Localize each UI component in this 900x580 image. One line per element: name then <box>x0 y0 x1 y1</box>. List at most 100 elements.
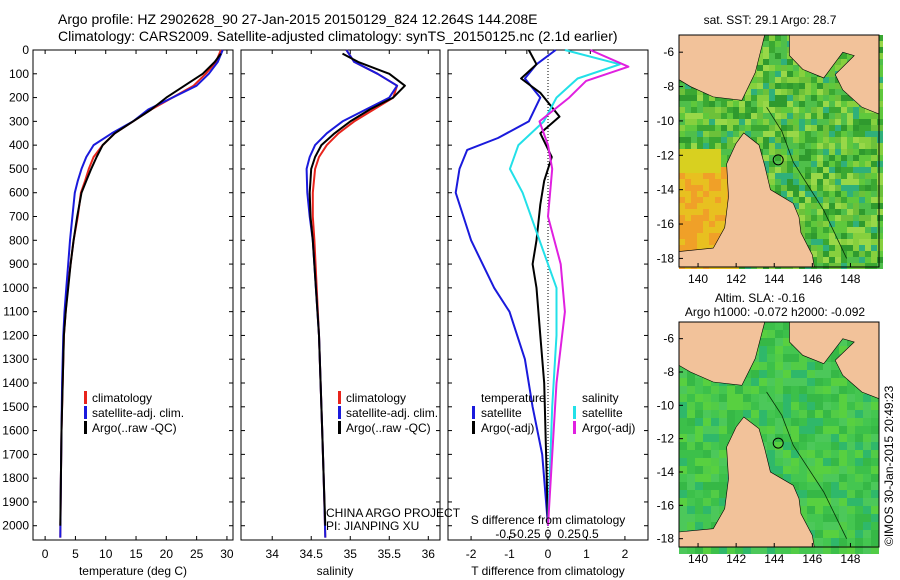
sea-cell <box>703 482 711 490</box>
sea-cell <box>781 35 787 41</box>
sea-cell <box>769 89 775 95</box>
sea-cell <box>775 386 783 394</box>
sea-cell <box>679 498 687 506</box>
sea-cell <box>877 203 883 209</box>
sea-cell <box>751 101 757 107</box>
sea-cell <box>715 167 721 173</box>
sea-cell <box>697 197 703 203</box>
sea-cell <box>769 53 775 59</box>
sea-cell <box>871 149 877 155</box>
sla-map-title-2: Argo h1000: -0.072 h2000: -0.092 <box>685 305 865 319</box>
sea-cell <box>709 167 715 173</box>
sea-cell <box>847 137 853 143</box>
sea-cell <box>807 498 815 506</box>
sea-cell <box>687 458 695 466</box>
sea-cell <box>847 410 855 418</box>
sea-cell <box>865 257 871 263</box>
sea-cell <box>811 125 817 131</box>
sea-cell <box>703 125 709 131</box>
sea-cell <box>815 506 823 514</box>
sea-cell <box>841 215 847 221</box>
y-tick-label: 200 <box>9 91 29 105</box>
sea-cell <box>847 426 855 434</box>
sea-cell <box>835 89 841 95</box>
x-tick-label-s: -0.25 <box>513 527 541 541</box>
sea-cell <box>769 149 775 155</box>
sea-cell <box>697 185 703 191</box>
sea-cell <box>865 197 871 203</box>
sea-cell <box>759 346 767 354</box>
sea-cell <box>847 233 853 239</box>
sea-cell <box>751 418 759 426</box>
sea-cell <box>679 89 685 95</box>
sea-cell <box>775 346 783 354</box>
sea-cell <box>679 482 687 490</box>
sea-cell <box>815 538 823 546</box>
sea-cell <box>847 245 853 251</box>
sea-cell <box>799 137 805 143</box>
sea-cell <box>775 155 781 161</box>
x-tick-label-t: 0 <box>545 547 552 561</box>
sea-cell <box>841 95 847 101</box>
sea-cell <box>709 113 715 119</box>
sea-cell <box>839 394 847 402</box>
sea-cell <box>863 506 871 514</box>
sea-cell <box>839 506 847 514</box>
sea-cell <box>691 167 697 173</box>
sea-cell <box>863 546 871 554</box>
sea-cell <box>841 203 847 209</box>
map-y-tick-label: -16 <box>657 498 675 512</box>
sea-cell <box>791 426 799 434</box>
sea-cell <box>703 179 709 185</box>
sea-cell <box>835 149 841 155</box>
sea-cell <box>847 514 855 522</box>
sea-cell <box>769 155 775 161</box>
sea-cell <box>781 65 787 71</box>
sea-cell <box>841 197 847 203</box>
sea-cell <box>847 155 853 161</box>
sea-cell <box>835 215 841 221</box>
sea-cell <box>687 410 695 418</box>
sea-cell <box>769 119 775 125</box>
sea-cell <box>685 179 691 185</box>
sea-cell <box>835 59 841 65</box>
sea-cell <box>767 418 775 426</box>
sea-cell <box>877 95 883 101</box>
sea-cell <box>805 185 811 191</box>
sea-cell <box>719 402 727 410</box>
sea-cell <box>727 137 733 143</box>
sea-cell <box>859 155 865 161</box>
sea-cell <box>871 394 879 402</box>
sea-cell <box>863 498 871 506</box>
difference-top-label: S difference from climatology <box>471 513 626 527</box>
sea-cell <box>751 113 757 119</box>
sea-cell <box>853 191 859 197</box>
sea-cell <box>687 434 695 442</box>
sea-cell <box>835 131 841 137</box>
sea-cell <box>847 161 853 167</box>
sea-cell <box>855 482 863 490</box>
sea-cell <box>811 167 817 173</box>
sea-cell <box>703 221 709 227</box>
sea-cell <box>695 402 703 410</box>
sea-cell <box>769 179 775 185</box>
sea-cell <box>751 95 757 101</box>
sea-cell <box>799 95 805 101</box>
sea-cell <box>759 370 767 378</box>
sea-cell <box>791 402 799 410</box>
x-tick-label: 36 <box>422 547 436 561</box>
sea-cell <box>783 466 791 474</box>
sea-cell <box>877 125 883 131</box>
sea-cell <box>815 394 823 402</box>
sea-cell <box>871 474 879 482</box>
sea-cell <box>767 466 775 474</box>
sea-cell <box>805 179 811 185</box>
sea-cell <box>703 245 709 251</box>
sea-cell <box>783 410 791 418</box>
sea-cell <box>793 191 799 197</box>
sea-cell <box>679 161 685 167</box>
sea-cell <box>775 41 781 47</box>
sea-cell <box>835 257 841 263</box>
map-y-tick-label: -8 <box>663 80 674 94</box>
sea-cell <box>793 107 799 113</box>
